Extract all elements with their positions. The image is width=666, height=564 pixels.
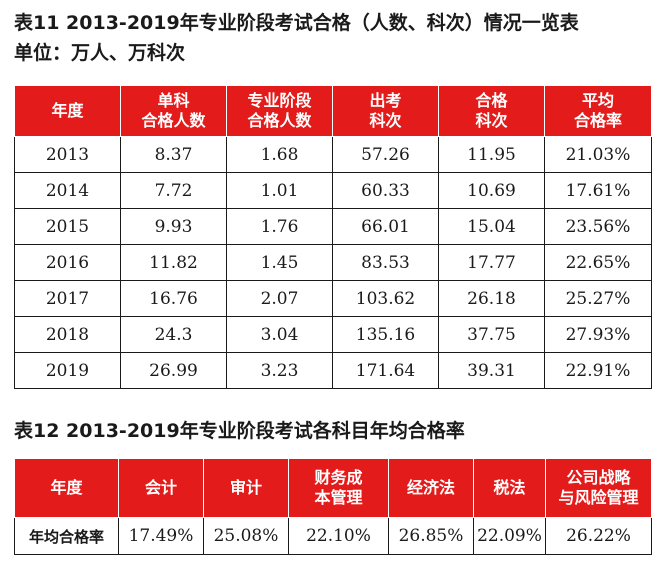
cell-value: 3.04 — [226, 316, 333, 353]
cell-value: 9.93 — [120, 208, 227, 245]
header-year: 年度 — [14, 85, 121, 137]
cell-value: 15.04 — [438, 208, 545, 245]
header-stage-passers: 专业阶段 合格人数 — [226, 85, 333, 137]
cell-value: 26.99 — [120, 352, 227, 389]
cell-value: 3.23 — [226, 352, 333, 389]
cell-value: 24.3 — [120, 316, 227, 353]
cell-value: 60.33 — [332, 172, 439, 209]
cell-value: 21.03% — [544, 136, 652, 173]
cell-value: 1.68 — [226, 136, 333, 173]
table-row: 2019 26.99 3.23 171.64 39.31 22.91% — [14, 352, 652, 389]
cell-year: 2017 — [14, 280, 121, 317]
header-exam-attempts: 出考 科次 — [332, 85, 439, 137]
cell-value: 171.64 — [332, 352, 439, 389]
cell-value: 22.91% — [544, 352, 652, 389]
cell-value: 17.61% — [544, 172, 652, 209]
header-strategy-risk-management: 公司战略 与风险管理 — [545, 458, 652, 518]
cell-year: 2019 — [14, 352, 121, 389]
table-header-row: 年度 单科 合格人数 专业阶段 合格人数 出考 科次 合格 科次 平均 合格率 — [14, 85, 652, 137]
cell-year: 2018 — [14, 316, 121, 353]
table-row: 2016 11.82 1.45 83.53 17.77 22.65% — [14, 244, 652, 281]
header-passed-attempts: 合格 科次 — [438, 85, 545, 137]
cell-value: 16.76 — [120, 280, 227, 317]
cell-value: 103.62 — [332, 280, 439, 317]
cell-value: 25.27% — [544, 280, 652, 317]
cell-year: 2015 — [14, 208, 121, 245]
cell-value: 22.10% — [288, 517, 389, 555]
header-financial-cost-management: 财务成 本管理 — [288, 458, 389, 518]
cell-value: 83.53 — [332, 244, 439, 281]
table-row: 2015 9.93 1.76 66.01 15.04 23.56% — [14, 208, 652, 245]
table11-unit: 单位：万人、万科次 — [14, 42, 186, 64]
cell-value: 10.69 — [438, 172, 545, 209]
table12-title: 表12 2013-2019年专业阶段考试各科目年均合格率 — [14, 420, 465, 442]
cell-value: 26.22% — [545, 517, 652, 555]
cell-year: 2014 — [14, 172, 121, 209]
pass-rate-overview-table: 年度 单科 合格人数 专业阶段 合格人数 出考 科次 合格 科次 平均 合格率 2013 … — [14, 85, 652, 389]
header-single-subject-passers: 单科 合格人数 — [120, 85, 227, 137]
cell-value: 1.76 — [226, 208, 333, 245]
cell-value: 25.08% — [203, 517, 289, 555]
cell-value: 66.01 — [332, 208, 439, 245]
header-accounting: 会计 — [118, 458, 204, 518]
header-year: 年度 — [14, 458, 119, 518]
cell-value: 1.45 — [226, 244, 333, 281]
subject-pass-rate-table: 年度 会计 审计 财务成 本管理 经济法 税法 公司战略 与风险管理 年均合格率 1… — [14, 458, 652, 555]
cell-value: 135.16 — [332, 316, 439, 353]
cell-year: 2016 — [14, 244, 121, 281]
cell-value: 11.82 — [120, 244, 227, 281]
cell-value: 22.09% — [473, 517, 546, 555]
cell-value: 7.72 — [120, 172, 227, 209]
cell-year: 2013 — [14, 136, 121, 173]
table-header-row: 年度 会计 审计 财务成 本管理 经济法 税法 公司战略 与风险管理 — [14, 458, 652, 518]
cell-value: 39.31 — [438, 352, 545, 389]
table-row: 2014 7.72 1.01 60.33 10.69 17.61% — [14, 172, 652, 209]
cell-value: 26.18 — [438, 280, 545, 317]
cell-value: 26.85% — [388, 517, 474, 555]
cell-value: 23.56% — [544, 208, 652, 245]
table-row: 2013 8.37 1.68 57.26 11.95 21.03% — [14, 136, 652, 173]
cell-value: 22.65% — [544, 244, 652, 281]
cell-value: 17.77 — [438, 244, 545, 281]
header-audit: 审计 — [203, 458, 289, 518]
cell-value: 2.07 — [226, 280, 333, 317]
header-tax-law: 税法 — [473, 458, 546, 518]
table11-title: 表11 2013-2019年专业阶段考试合格（人数、科次）情况一览表 — [14, 12, 579, 34]
cell-value: 8.37 — [120, 136, 227, 173]
table-row: 2018 24.3 3.04 135.16 37.75 27.93% — [14, 316, 652, 353]
table-row: 2017 16.76 2.07 103.62 26.18 25.27% — [14, 280, 652, 317]
cell-value: 57.26 — [332, 136, 439, 173]
cell-value: 11.95 — [438, 136, 545, 173]
row-label: 年均合格率 — [14, 517, 119, 555]
cell-value: 1.01 — [226, 172, 333, 209]
cell-value: 27.93% — [544, 316, 652, 353]
table-row: 年均合格率 17.49% 25.08% 22.10% 26.85% 22.09%… — [14, 517, 652, 555]
cell-value: 17.49% — [118, 517, 204, 555]
header-average-pass-rate: 平均 合格率 — [544, 85, 652, 137]
header-economic-law: 经济法 — [388, 458, 474, 518]
cell-value: 37.75 — [438, 316, 545, 353]
